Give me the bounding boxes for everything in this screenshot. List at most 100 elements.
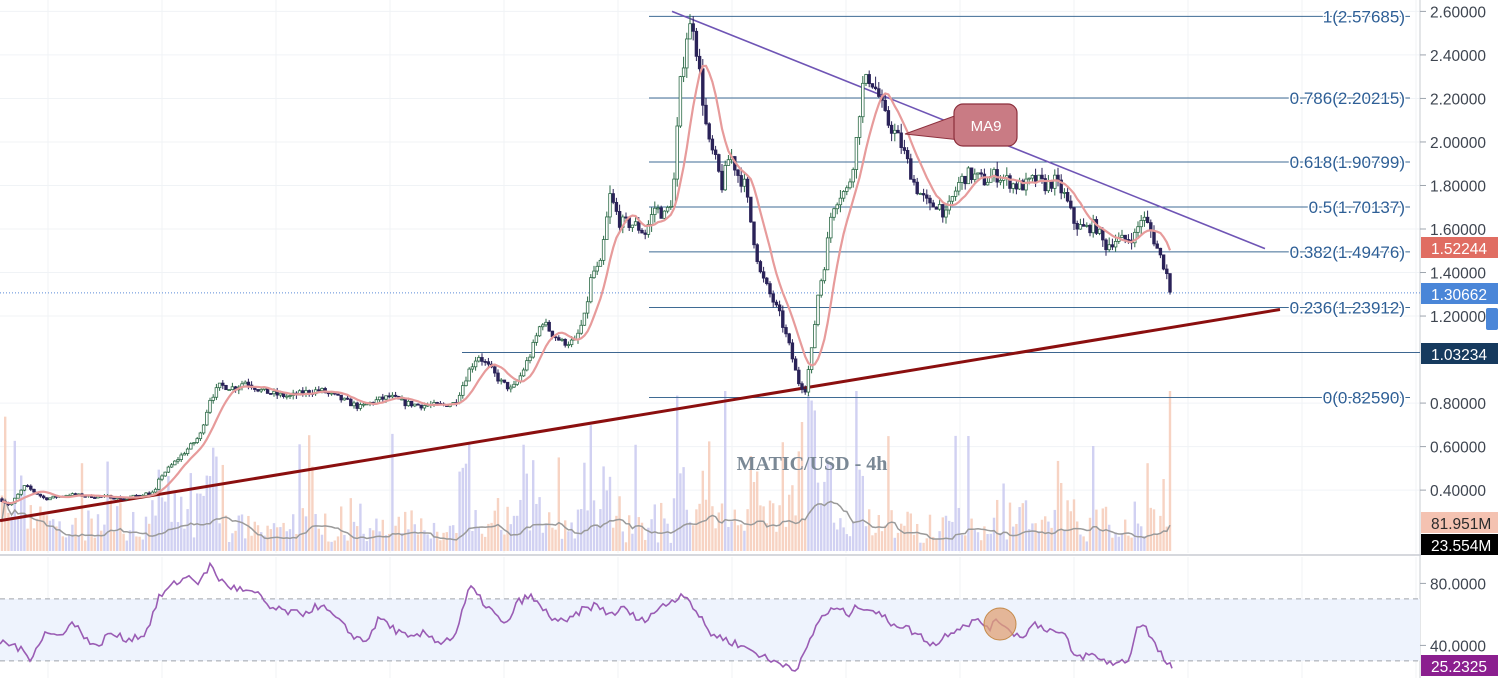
volume-bar [509, 524, 512, 551]
candle-body [352, 402, 356, 407]
candle-body [659, 207, 663, 219]
volume-bar [1047, 521, 1050, 551]
candle-body [560, 338, 564, 341]
volume-bar [832, 522, 836, 551]
candle-body [281, 392, 286, 397]
volume-bar [4, 416, 7, 551]
volume-bar [695, 509, 698, 551]
candle-body [649, 214, 654, 225]
volume-bar [932, 536, 935, 551]
volume-bar [794, 515, 797, 551]
volume-bar [567, 531, 570, 551]
candle-body [781, 310, 785, 328]
volume-bar [180, 496, 183, 551]
candle-body [566, 344, 571, 347]
price-tick-label: 2.20000 [1430, 91, 1486, 108]
candle-body [601, 239, 606, 261]
volume-bar [125, 540, 128, 551]
volume-bar [535, 503, 538, 551]
candle-body [1040, 174, 1044, 179]
volume-bar [522, 444, 525, 551]
volume-bar [852, 521, 855, 551]
candle-body [825, 237, 830, 271]
candle-body [1123, 234, 1127, 240]
volume-bar [103, 524, 106, 551]
volume-bar [372, 530, 375, 551]
volume-bar [823, 481, 826, 551]
volume-bar [368, 528, 372, 551]
volume-bar [957, 507, 960, 551]
candle-body [531, 341, 535, 358]
candle-body [976, 172, 980, 175]
volume-bar [1104, 506, 1108, 551]
volume-bar [74, 517, 77, 551]
volume-bar [500, 529, 503, 551]
rsi-value-label-bg [1421, 655, 1498, 676]
volume-bar [944, 515, 948, 551]
candle-body [806, 369, 811, 393]
candle-body [422, 405, 427, 409]
candle-body [832, 208, 836, 218]
candle-body [841, 191, 846, 199]
volume-bar [1024, 500, 1028, 551]
volume-bar [717, 512, 720, 551]
price-tick-label: 1.80000 [1430, 178, 1486, 195]
candle-body [45, 497, 49, 501]
candle-body [93, 497, 97, 499]
price-tick-label: 0.40000 [1430, 483, 1486, 500]
volume-bar [724, 391, 727, 551]
candle-body [176, 459, 180, 462]
volume-bars [0, 391, 1172, 551]
volume-bar [884, 525, 887, 551]
candle-body [473, 360, 478, 368]
candle-body [1158, 247, 1163, 256]
volume-bar [404, 511, 407, 551]
volume-bar [288, 529, 292, 551]
candle-body [643, 232, 647, 235]
candle-body [777, 304, 782, 312]
volume-bar [317, 528, 320, 551]
volume-bar [893, 537, 896, 551]
candle-body [224, 385, 228, 391]
volume-bar [532, 460, 535, 551]
candle-body [19, 489, 23, 495]
rsi-tick-label: 80.0000 [1430, 576, 1486, 593]
volume-bar [468, 442, 471, 551]
volume-bar [682, 467, 685, 551]
candle-body [774, 301, 779, 306]
rsi-value-label: 25.2325 [1431, 659, 1487, 676]
volume-bar [442, 532, 445, 551]
candle-body [201, 424, 206, 434]
volume-bar [845, 534, 848, 551]
candle-body [717, 154, 721, 172]
candle-body [1014, 183, 1019, 190]
volume-bar [749, 456, 752, 551]
candle-body [144, 492, 148, 496]
candle-body [960, 175, 964, 183]
candle-body [387, 395, 391, 398]
volume-bar [340, 506, 343, 551]
volume-bar [743, 530, 746, 551]
volume-bar [1124, 519, 1127, 551]
volume-bar [829, 465, 832, 551]
volume-bar [1120, 533, 1124, 551]
candle-body [797, 369, 801, 385]
candle-body [720, 170, 724, 191]
candle-body [419, 404, 423, 409]
candle-body [579, 324, 583, 334]
volume-bar [400, 533, 404, 551]
volume-ma-line [1, 498, 1171, 541]
fibonacci-retracement: 1(2.57685) 0.786(2.20215) 0.618(1.90799) 0.… [649, 6, 1410, 409]
candle-body [157, 478, 161, 490]
candle-body [317, 389, 321, 392]
candle-body [899, 132, 903, 148]
candle-body [713, 149, 718, 155]
volume-bar [215, 456, 218, 551]
volume-bar [788, 494, 791, 551]
candle-body [921, 193, 926, 196]
candle-body [486, 361, 491, 365]
candle-body [505, 381, 510, 390]
volume-bar [874, 532, 877, 551]
